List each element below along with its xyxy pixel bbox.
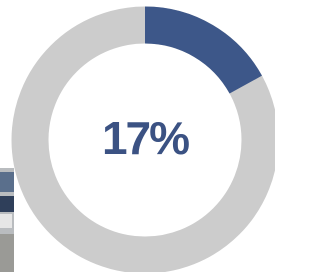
chart: 17% (0, 0, 275, 272)
value-label: 17% (102, 112, 189, 164)
photo-fragment (0, 168, 14, 272)
page: {"chart_data": {"type": "donut", "values… (0, 0, 275, 272)
donut-segment (145, 25, 246, 85)
